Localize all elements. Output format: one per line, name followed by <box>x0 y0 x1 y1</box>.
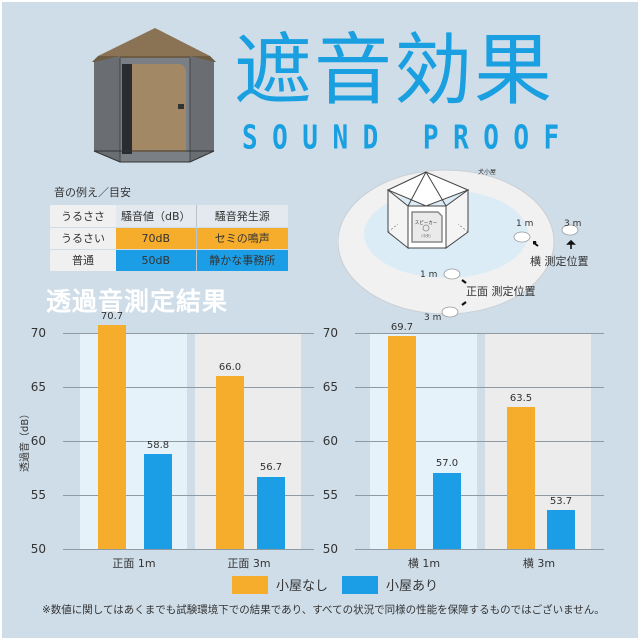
front-1m-marker <box>443 268 461 280</box>
value-label: 57.0 <box>435 458 459 469</box>
db-cell: 50dB <box>116 249 197 272</box>
bar-front-1m-with-house <box>144 454 172 549</box>
gridline-55 <box>63 495 314 496</box>
level-cell: うるさい <box>50 227 116 250</box>
dog-house-image <box>92 28 216 163</box>
gridline-60 <box>355 441 604 442</box>
value-label: 58.8 <box>146 440 170 451</box>
legend-swatch-blue <box>342 575 379 594</box>
chart-legend: 小屋なし 小屋あり <box>232 575 452 594</box>
page-title: 遮音効果 <box>234 26 555 116</box>
gridline-60 <box>63 441 314 442</box>
reference-table: うるささ 騒音値（dB） 騒音発生源 うるさい 70dB セミの鳴声 普通 50… <box>50 205 288 272</box>
bar-front-3m-with-house <box>257 477 285 549</box>
side-3m-label: 3 m <box>564 219 581 229</box>
gridline-65 <box>63 387 314 388</box>
arrow-icon <box>461 279 467 284</box>
legend-label: 小屋なし <box>276 579 329 594</box>
bar-side-1m-with-house <box>433 473 461 549</box>
y-tick-70: 70 <box>30 326 46 340</box>
speaker-sub-label: （中央） <box>419 233 433 238</box>
value-label: 53.7 <box>549 496 573 507</box>
table-row: うるさい 70dB セミの鳴声 <box>50 227 288 250</box>
source-cell: セミの鳴声 <box>196 227 288 250</box>
front-3m-label: 3 m <box>424 313 441 322</box>
x-tick-front-3m: 正面 3m <box>227 557 271 570</box>
arrow-icon <box>533 241 539 247</box>
gridline-50 <box>63 549 314 550</box>
value-label: 70.7 <box>100 311 124 322</box>
gridline-65 <box>355 387 604 388</box>
y-tick-55: 55 <box>322 488 338 502</box>
page-subtitle: SOUND PROOF <box>242 119 574 157</box>
bar-side-3m-no-house <box>507 407 535 549</box>
table-row: 普通 50dB 静かな事務所 <box>50 249 288 272</box>
arrow-up-icon <box>566 239 576 249</box>
table-header-row: うるささ 騒音値（dB） 騒音発生源 <box>50 205 288 228</box>
arrow-icon <box>461 301 467 306</box>
speaker-label: スピーカー <box>415 220 438 226</box>
disclaimer-note: ※数値に関してはあくまでも試験環境下での結果であり、すべての状況で同様の性能を保… <box>42 604 605 616</box>
header-cell: 騒音値（dB） <box>116 205 197 228</box>
bar-front-1m-no-house <box>98 325 126 549</box>
value-label: 63.5 <box>509 393 533 404</box>
reference-caption: 音の例え／目安 <box>54 186 131 199</box>
y-tick-65: 65 <box>30 380 46 394</box>
value-label: 66.0 <box>218 362 242 373</box>
gridline-70 <box>355 333 604 334</box>
header-cell: 騒音発生源 <box>196 205 288 228</box>
value-label: 69.7 <box>390 322 414 333</box>
y-tick-55: 55 <box>30 488 46 502</box>
gridline-50 <box>355 549 604 550</box>
side-3m-marker <box>561 224 579 236</box>
legend-item-with-house: 小屋あり <box>342 575 438 594</box>
legend-swatch-orange <box>232 575 268 594</box>
db-cell: 70dB <box>116 227 197 250</box>
legend-label: 小屋あり <box>386 579 439 594</box>
source-cell: 静かな事務所 <box>196 249 288 272</box>
bar-side-1m-no-house <box>388 336 416 549</box>
y-tick-70: 70 <box>322 326 338 340</box>
y-tick-50: 50 <box>322 542 338 556</box>
house-label: 犬小屋 <box>478 168 496 176</box>
y-tick-65: 65 <box>322 380 338 394</box>
side-1m-marker <box>513 231 531 243</box>
y-tick-60: 60 <box>30 434 46 448</box>
bar-front-3m-no-house <box>216 376 244 549</box>
front-caption: 正面 測定位置 <box>466 284 536 298</box>
level-cell: 普通 <box>50 249 116 272</box>
front-1m-label: 1 m <box>420 270 437 280</box>
y-tick-50: 50 <box>30 542 46 556</box>
value-label: 56.7 <box>259 462 283 473</box>
y-tick-60: 60 <box>322 434 338 448</box>
front-3m-marker <box>441 306 459 318</box>
side-1m-label: 1 m <box>516 219 533 229</box>
x-tick-front-1m: 正面 1m <box>112 557 156 570</box>
header-cell: うるささ <box>50 205 116 228</box>
side-caption: 横 測定位置 <box>530 254 589 268</box>
gridline-55 <box>355 495 604 496</box>
x-tick-side-1m: 横 1m <box>407 557 441 570</box>
measurement-diagram: スピーカー （中央） 犬小屋 1 m 3 m 横 測定位置 1 m 3 m 正面… <box>338 168 589 322</box>
x-tick-side-3m: 横 3m <box>522 557 556 570</box>
gridline-70 <box>63 333 314 334</box>
legend-item-no-house: 小屋なし <box>232 575 328 594</box>
section-title: 透過音測定結果 <box>46 287 229 316</box>
bar-side-3m-with-house <box>547 510 575 549</box>
